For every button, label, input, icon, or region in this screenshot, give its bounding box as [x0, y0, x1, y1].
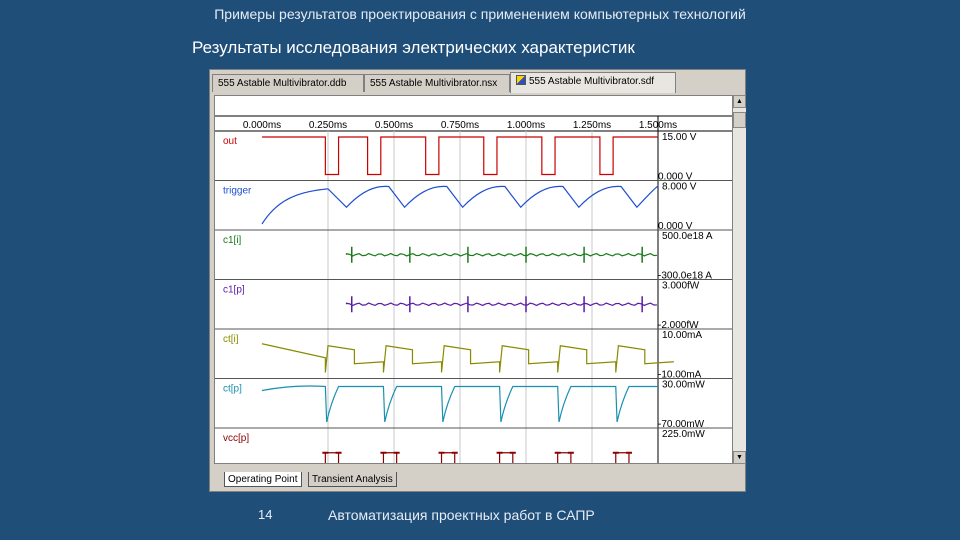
tab-transient-analysis-label: Transient Analysis — [312, 474, 393, 485]
tab-nsx[interactable]: 555 Astable Multivibrator.nsx — [364, 74, 510, 92]
time-tick-label: 0.500ms — [375, 120, 413, 131]
time-tick-label: 1.250ms — [573, 120, 611, 131]
scroll-thumb[interactable] — [733, 112, 746, 128]
scroll-down-button[interactable]: ▼ — [733, 451, 746, 464]
trace-waveform — [345, 302, 657, 307]
footer-text: Автоматизация проектных работ в САПР — [328, 507, 595, 523]
trace-label: out — [223, 136, 237, 147]
trace-min-label: -300.0e18 A — [658, 271, 712, 282]
tab-ddb[interactable]: 555 Astable Multivibrator.ddb — [212, 74, 364, 92]
document-icon — [516, 75, 526, 85]
trace-max-label: 30.00mW — [662, 380, 705, 391]
time-tick-label: 0.750ms — [441, 120, 479, 131]
tab-sdf[interactable]: 555 Astable Multivibrator.sdf — [510, 72, 676, 93]
time-tick-label: 0.250ms — [309, 120, 347, 131]
page-number: 14 — [258, 507, 273, 522]
trace-min-label: 0.000 V — [658, 221, 693, 232]
trace-min-label: -2.000fW — [658, 320, 699, 331]
scroll-up-button[interactable]: ▲ — [733, 95, 746, 108]
tab-nsx-label: 555 Astable Multivibrator.nsx — [370, 78, 498, 89]
trace-label: c1[i] — [223, 235, 242, 246]
vertical-scrollbar[interactable]: ▲ ▼ — [733, 95, 746, 464]
trace-max-label: 8.000 V — [662, 182, 697, 193]
analysis-tabs: Operating Point Transient Analysis — [224, 470, 624, 490]
tab-transient-analysis[interactable]: Transient Analysis — [308, 472, 397, 487]
time-tick-label: 1.000ms — [507, 120, 545, 131]
tab-ddb-label: 555 Astable Multivibrator.ddb — [218, 78, 347, 89]
trace-label: vcc[p] — [223, 433, 249, 444]
trace-waveform — [345, 252, 657, 257]
trace-label: trigger — [223, 186, 252, 197]
trace-min-label: 0.000 V — [658, 172, 693, 183]
waveform-svg: 0.000ms 0.250ms 0.500ms 0.750ms 1.000ms 1.250… — [215, 115, 732, 473]
trace-label: ct[p] — [223, 384, 242, 395]
trace-max-label: 3.000fW — [662, 281, 700, 292]
tab-operating-point[interactable]: Operating Point — [224, 472, 302, 487]
trace-max-label: 225.0mW — [662, 429, 705, 440]
slide-subtitle: Результаты исследования электрических ха… — [192, 38, 635, 57]
tab-sdf-label: 555 Astable Multivibrator.sdf — [529, 76, 655, 87]
time-tick-label: 0.000ms — [243, 120, 281, 131]
slide-title: Примеры результатов проектирования с при… — [214, 6, 746, 22]
trace-label: c1[p] — [223, 285, 245, 296]
document-tabs: 555 Astable Multivibrator.ddb 555 Astabl… — [212, 72, 743, 93]
trace-max-label: 15.00 V — [662, 132, 697, 143]
trace-waveform — [261, 385, 658, 423]
trace-waveform — [261, 343, 674, 373]
waveform-plot[interactable]: 0.000ms 0.250ms 0.500ms 0.750ms 1.000ms 1.250… — [214, 95, 733, 473]
tab-operating-point-label: Operating Point — [228, 474, 298, 485]
trace-min-label: -10.00mA — [658, 370, 702, 381]
trace-label: ct[i] — [223, 334, 239, 345]
simulation-window: 555 Astable Multivibrator.ddb 555 Astabl… — [209, 69, 746, 492]
trace-waveform — [261, 185, 659, 225]
trace-max-label: 10.00mA — [662, 330, 702, 341]
trace-max-label: 500.0e18 A — [662, 231, 713, 242]
trace-waveform — [262, 136, 658, 176]
trace-min-label: -70.00mW — [658, 419, 705, 430]
